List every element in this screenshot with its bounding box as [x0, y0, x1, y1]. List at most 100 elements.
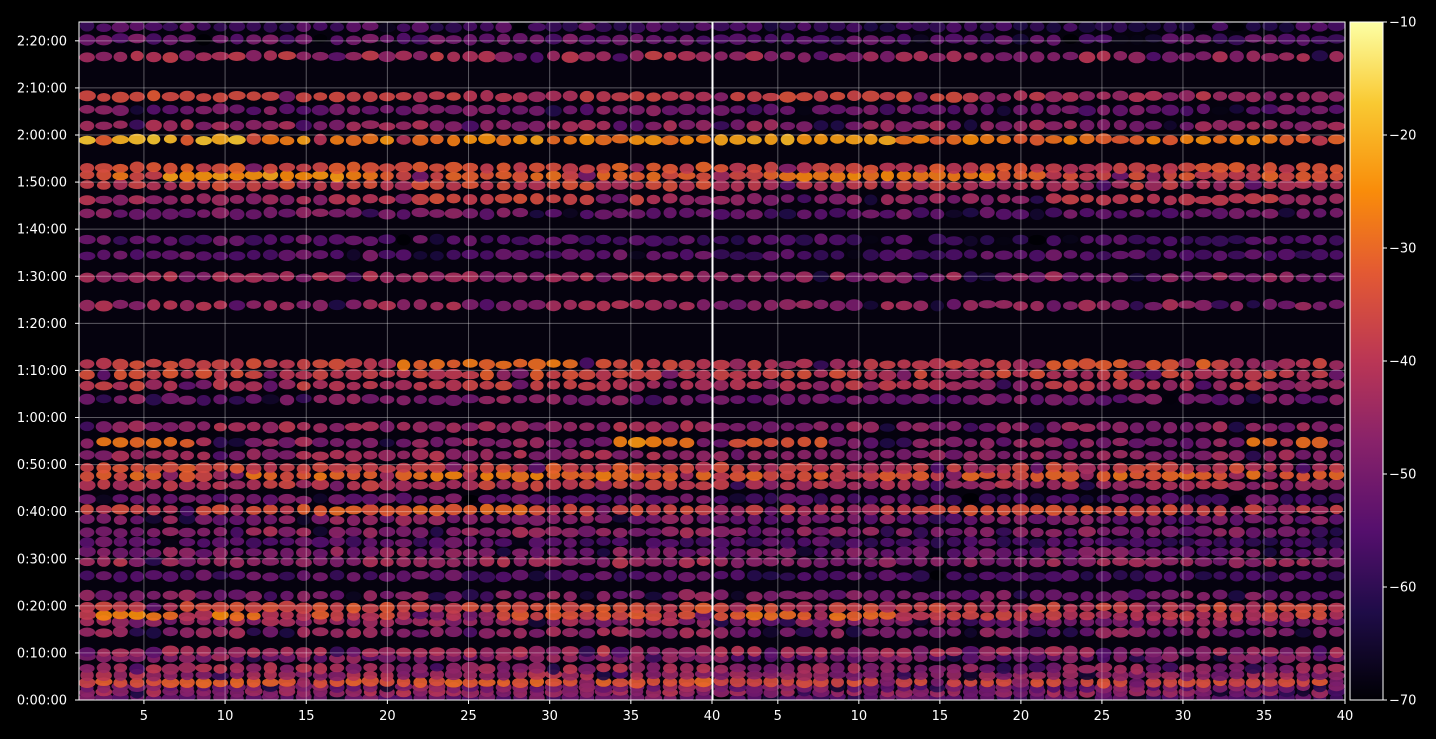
heatmap-cell	[1161, 492, 1179, 505]
heatmap-cell	[363, 358, 377, 370]
heatmap-cell	[495, 271, 513, 283]
heatmap-cell	[1013, 104, 1028, 116]
heatmap-cell	[263, 471, 278, 481]
heatmap-cell	[1063, 505, 1078, 516]
heatmap-cell	[863, 558, 878, 568]
heatmap-cell	[830, 134, 845, 144]
heatmap-cell	[1263, 557, 1277, 567]
heatmap-cell	[545, 273, 562, 283]
heatmap-cell	[762, 368, 780, 380]
heatmap-cell	[496, 513, 511, 524]
heatmap-cell	[845, 51, 863, 63]
heatmap-cell	[1246, 135, 1261, 146]
heatmap-cell	[446, 235, 461, 245]
heatmap-cell	[1262, 250, 1277, 262]
heatmap-cell	[396, 688, 412, 698]
heatmap-cell	[1161, 208, 1179, 219]
heatmap-cell	[679, 437, 695, 448]
heatmap-cell	[562, 178, 579, 191]
heatmap-cell	[1261, 52, 1279, 62]
heatmap-cell	[262, 537, 279, 546]
heatmap-cell	[979, 91, 996, 103]
heatmap-cell	[962, 207, 979, 218]
heatmap-cell	[780, 105, 796, 115]
heatmap-cell	[379, 514, 395, 524]
heatmap-cell	[496, 395, 511, 404]
heatmap-cell	[546, 653, 561, 663]
heatmap-cell	[679, 135, 694, 145]
heatmap-cell	[1279, 538, 1294, 548]
heatmap-cell	[146, 235, 161, 244]
heatmap-cell	[911, 570, 930, 582]
heatmap-cell	[978, 571, 996, 581]
heatmap-cell	[1263, 450, 1277, 462]
heatmap-cell	[1278, 207, 1295, 218]
heatmap-cell	[962, 395, 979, 405]
heatmap-cell	[713, 504, 729, 516]
heatmap-cell	[411, 178, 430, 191]
heatmap-cell	[930, 300, 945, 312]
heatmap-cell	[446, 662, 462, 674]
heatmap-cell	[444, 105, 463, 115]
heatmap-cell	[1178, 526, 1196, 537]
heatmap-cell	[896, 421, 912, 432]
heatmap-cell	[1112, 90, 1129, 101]
heatmap-cell	[1212, 627, 1228, 637]
heatmap-cell	[797, 52, 811, 63]
heatmap-cell	[94, 601, 113, 612]
heatmap-cell	[1313, 547, 1327, 556]
heatmap-cell	[329, 103, 345, 116]
heatmap-cell	[161, 392, 180, 405]
heatmap-cell	[1062, 34, 1078, 44]
heatmap-cell	[1261, 481, 1279, 491]
heatmap-cell	[628, 171, 645, 181]
heatmap-cell	[662, 627, 678, 639]
heatmap-cell	[1046, 513, 1061, 526]
heatmap-cell	[1079, 380, 1095, 392]
heatmap-cell	[512, 33, 528, 44]
heatmap-cell	[245, 537, 262, 549]
heatmap-cell	[112, 610, 129, 620]
heatmap-cell	[278, 617, 296, 627]
heatmap-cell	[846, 35, 862, 45]
heatmap-cell	[278, 600, 296, 613]
heatmap-cell	[628, 661, 646, 673]
heatmap-cell	[445, 569, 463, 582]
x-tick-label: 15	[298, 709, 315, 724]
heatmap-cell	[1145, 677, 1162, 688]
heatmap-cell	[211, 163, 230, 174]
heatmap-cell	[1279, 462, 1294, 473]
heatmap-cell	[695, 481, 712, 491]
heatmap-cell	[795, 300, 813, 309]
heatmap-cell	[429, 120, 445, 132]
heatmap-cell	[229, 536, 245, 546]
heatmap-cell	[1063, 451, 1078, 461]
heatmap-cell	[1212, 250, 1228, 261]
heatmap-cell	[864, 179, 878, 190]
heatmap-cell	[145, 170, 163, 180]
heatmap-cell	[1046, 104, 1061, 116]
heatmap-cell	[1180, 209, 1194, 219]
heatmap-cell	[714, 134, 728, 146]
heatmap-cell	[762, 548, 780, 557]
heatmap-cell	[1278, 393, 1295, 406]
heatmap-cell	[363, 627, 378, 638]
heatmap-cell	[678, 235, 695, 245]
heatmap-cell	[128, 208, 146, 220]
heatmap-cell	[713, 495, 729, 505]
heatmap-cell	[1311, 515, 1329, 525]
heatmap-cell	[1244, 591, 1262, 601]
heatmap-cell	[1080, 591, 1094, 602]
heatmap-cell	[1312, 610, 1327, 621]
heatmap-cell	[245, 527, 262, 536]
heatmap-cell	[1095, 571, 1112, 582]
heatmap-cell	[728, 33, 747, 45]
heatmap-cell	[813, 589, 829, 601]
heatmap-cell	[762, 379, 780, 390]
heatmap-cell	[946, 162, 962, 174]
heatmap-cell	[112, 601, 129, 612]
heatmap-cell	[695, 208, 712, 218]
heatmap-cell	[763, 675, 779, 688]
heatmap-cell	[462, 548, 478, 558]
heatmap-cell	[95, 628, 113, 638]
